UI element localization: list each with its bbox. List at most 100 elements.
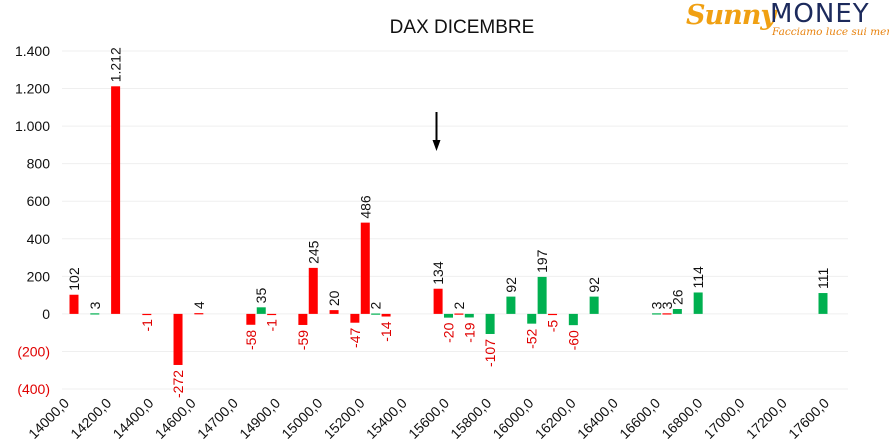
- data-labels: 102 4 1.212 -272 -58 -1 -59 245 20 -47 486 -14 134 2 -…: [66, 47, 831, 398]
- bar: [568, 313, 578, 326]
- chart-title: DAX DICEMBRE: [390, 17, 535, 38]
- x-tick-label: 16200,0: [532, 395, 579, 442]
- bar: [256, 307, 266, 314]
- data-label: -1: [264, 319, 280, 332]
- bar: [246, 313, 256, 325]
- bar: [267, 313, 277, 316]
- data-label: -20: [441, 322, 457, 342]
- x-tick-label: 14200,0: [67, 395, 114, 442]
- y-tick-label: (400): [17, 381, 50, 397]
- x-axis: 14000,014200,014400,014600,014700,014900…: [25, 395, 832, 442]
- bar: [381, 313, 391, 317]
- x-tick-label: 14900,0: [236, 395, 283, 442]
- bar: [464, 313, 474, 318]
- data-label: 102: [66, 267, 82, 291]
- x-tick-label: 14700,0: [194, 395, 241, 442]
- bar: [818, 293, 828, 314]
- y-tick-label: 400: [27, 231, 51, 247]
- bar: [548, 313, 558, 316]
- data-label: 35: [253, 288, 269, 304]
- bar: [485, 313, 495, 334]
- x-tick-label: 16000,0: [489, 395, 536, 442]
- gridlines: [62, 50, 848, 390]
- bar: [90, 313, 100, 315]
- data-label: 197: [534, 249, 550, 273]
- data-label: -19: [461, 322, 477, 342]
- y-tick-label: 1.400: [15, 43, 50, 59]
- x-tick-label: 15400,0: [363, 395, 410, 442]
- bar: [589, 296, 599, 314]
- y-tick-label: 600: [27, 193, 51, 209]
- x-tick-label: 15000,0: [278, 395, 325, 442]
- y-tick-label: (200): [17, 343, 50, 359]
- data-label: 111: [815, 268, 831, 289]
- y-tick-label: 800: [27, 156, 51, 172]
- logo-money-text: MONEY: [770, 0, 870, 29]
- x-tick-label: 17200,0: [743, 395, 790, 442]
- x-tick-label: 14600,0: [152, 395, 199, 442]
- bar: [308, 267, 318, 314]
- data-label: -58: [243, 330, 259, 350]
- data-label: -47: [347, 328, 363, 348]
- bar: [173, 313, 183, 365]
- data-label: -1: [139, 319, 155, 332]
- data-label: -59: [295, 330, 311, 350]
- x-tick-label: 15600,0: [405, 395, 452, 442]
- data-label: 3: [649, 301, 665, 309]
- data-label: 92: [586, 277, 602, 293]
- down-arrow-marker: [432, 112, 441, 151]
- bar: [527, 313, 537, 324]
- data-label: 245: [305, 240, 321, 264]
- bar: [454, 313, 464, 315]
- data-label: 2: [451, 302, 467, 310]
- data-label: 3: [87, 301, 103, 309]
- x-tick-label: 15200,0: [321, 395, 368, 442]
- y-tick-label: 0: [42, 306, 50, 322]
- x-tick-label: 14400,0: [109, 395, 156, 442]
- data-label: 26: [669, 289, 685, 305]
- data-label: -60: [565, 330, 581, 350]
- bars: [69, 86, 828, 365]
- data-label: 114: [690, 266, 706, 289]
- bar: [433, 288, 443, 314]
- data-label: 20: [326, 290, 342, 306]
- x-tick-label: 17000,0: [701, 395, 748, 442]
- sunny-money-logo: Sunny MONEY Facciamo luce sui mercati: [686, 0, 889, 40]
- x-tick-label: 16400,0: [574, 395, 621, 442]
- logo-sunny-text: Sunny: [686, 0, 776, 31]
- bar: [298, 313, 308, 325]
- arrow-head: [432, 140, 441, 151]
- y-axis: 1.400 1.200 1.000 800 600 400 200 0 (200) (400): [15, 43, 50, 397]
- bar: [537, 276, 547, 314]
- bar: [329, 310, 339, 314]
- data-label: 92: [503, 277, 519, 293]
- bar: [371, 313, 381, 315]
- bar: [194, 313, 204, 315]
- bar: [662, 313, 672, 315]
- x-tick-label: 16600,0: [616, 395, 663, 442]
- x-tick-label: 15800,0: [447, 395, 494, 442]
- data-label: -5: [545, 320, 561, 333]
- bar: [652, 313, 662, 315]
- data-label: 3: [659, 301, 675, 309]
- data-label: 2: [368, 302, 384, 310]
- bar: [444, 313, 453, 318]
- data-label: -14: [378, 321, 394, 341]
- y-tick-label: 1.200: [15, 81, 50, 97]
- x-tick-label: 16800,0: [658, 395, 705, 442]
- data-label: 134: [430, 261, 446, 285]
- data-label: 1.212: [108, 47, 124, 82]
- bar: [360, 222, 370, 314]
- data-label: 4: [191, 301, 207, 309]
- logo-tagline: Facciamo luce sui mercati: [772, 26, 889, 38]
- y-tick-label: 200: [27, 268, 51, 284]
- bar: [693, 292, 703, 314]
- data-label: -272: [170, 370, 186, 398]
- x-tick-label: 14000,0: [25, 395, 72, 442]
- y-tick-label: 1.000: [15, 118, 50, 134]
- bar: [111, 86, 121, 314]
- bar: [350, 313, 360, 323]
- data-label: 486: [357, 195, 373, 219]
- x-tick-label: 17600,0: [785, 395, 832, 442]
